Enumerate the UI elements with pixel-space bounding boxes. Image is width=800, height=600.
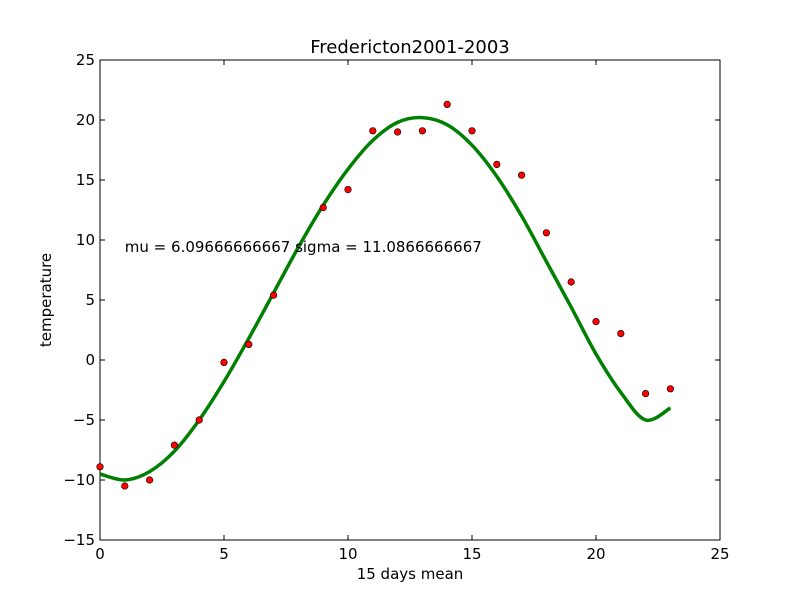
- y-tick-label: 0: [85, 351, 95, 369]
- y-tick-label: 15: [76, 171, 95, 189]
- y-tick-label: 25: [76, 51, 95, 69]
- x-tick-label: 10: [338, 545, 357, 563]
- data-point: [344, 186, 352, 194]
- y-tick-label: −15: [63, 531, 95, 549]
- data-point: [592, 318, 600, 326]
- data-point: [369, 127, 377, 135]
- data-point: [641, 390, 650, 398]
- data-point: [245, 340, 253, 349]
- data-point: [195, 416, 203, 424]
- data-point: [418, 127, 427, 135]
- data-point: [666, 385, 675, 393]
- data-point: [96, 463, 104, 471]
- data-point: [517, 171, 526, 179]
- fit-parameters-annotation: mu = 6.09666666667 sigma = 11.0866666667: [125, 238, 482, 256]
- data-point: [319, 204, 327, 212]
- data-point: [121, 482, 129, 490]
- data-point: [493, 160, 501, 168]
- x-tick-label: 5: [219, 545, 229, 563]
- data-point: [617, 330, 625, 338]
- y-tick-label: −10: [63, 471, 95, 489]
- data-point: [220, 358, 228, 367]
- y-tick-label: 20: [76, 111, 95, 129]
- data-point: [146, 476, 154, 484]
- data-points-layer: [96, 100, 675, 490]
- data-point: [468, 127, 476, 135]
- x-tick-label: 20: [586, 545, 605, 563]
- y-tick-label: 10: [76, 231, 95, 249]
- data-point: [542, 229, 551, 237]
- y-tick-label: −5: [73, 411, 95, 429]
- data-point: [567, 278, 575, 286]
- data-point: [443, 100, 451, 108]
- y-axis-label: temperature: [37, 253, 55, 347]
- data-point: [394, 128, 402, 136]
- x-tick-label: 15: [462, 545, 481, 563]
- x-axis-label: 15 days mean: [357, 565, 464, 583]
- data-point: [170, 441, 178, 449]
- x-tick-label: 25: [710, 545, 729, 563]
- plot-area: [99, 59, 721, 541]
- y-tick-label: 5: [85, 291, 95, 309]
- chart-title: Fredericton2001-2003: [310, 37, 510, 58]
- x-tick-label: 0: [95, 545, 105, 563]
- axis-ticks: 0 5 10 15 20 25 −15 −10 −5 0 5 10 15 20 25: [63, 51, 729, 563]
- data-point: [270, 291, 278, 299]
